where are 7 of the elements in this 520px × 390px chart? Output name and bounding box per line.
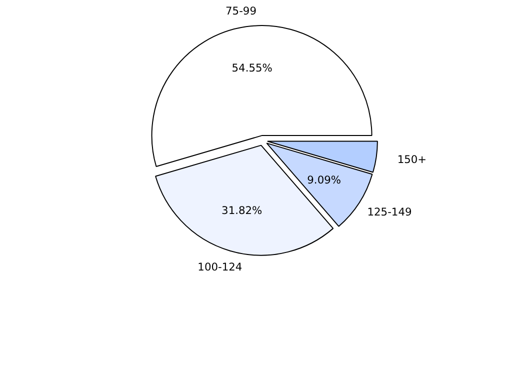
slice-label: 125-149 <box>367 206 412 219</box>
slice-label: 150+ <box>397 153 427 166</box>
slice-label: 75-99 <box>226 4 257 18</box>
slice-label: 100-124 <box>198 260 242 274</box>
data-label: 9.09% <box>307 174 342 187</box>
data-label: 54.55% <box>232 62 272 75</box>
data-label: 31.82% <box>222 204 262 218</box>
